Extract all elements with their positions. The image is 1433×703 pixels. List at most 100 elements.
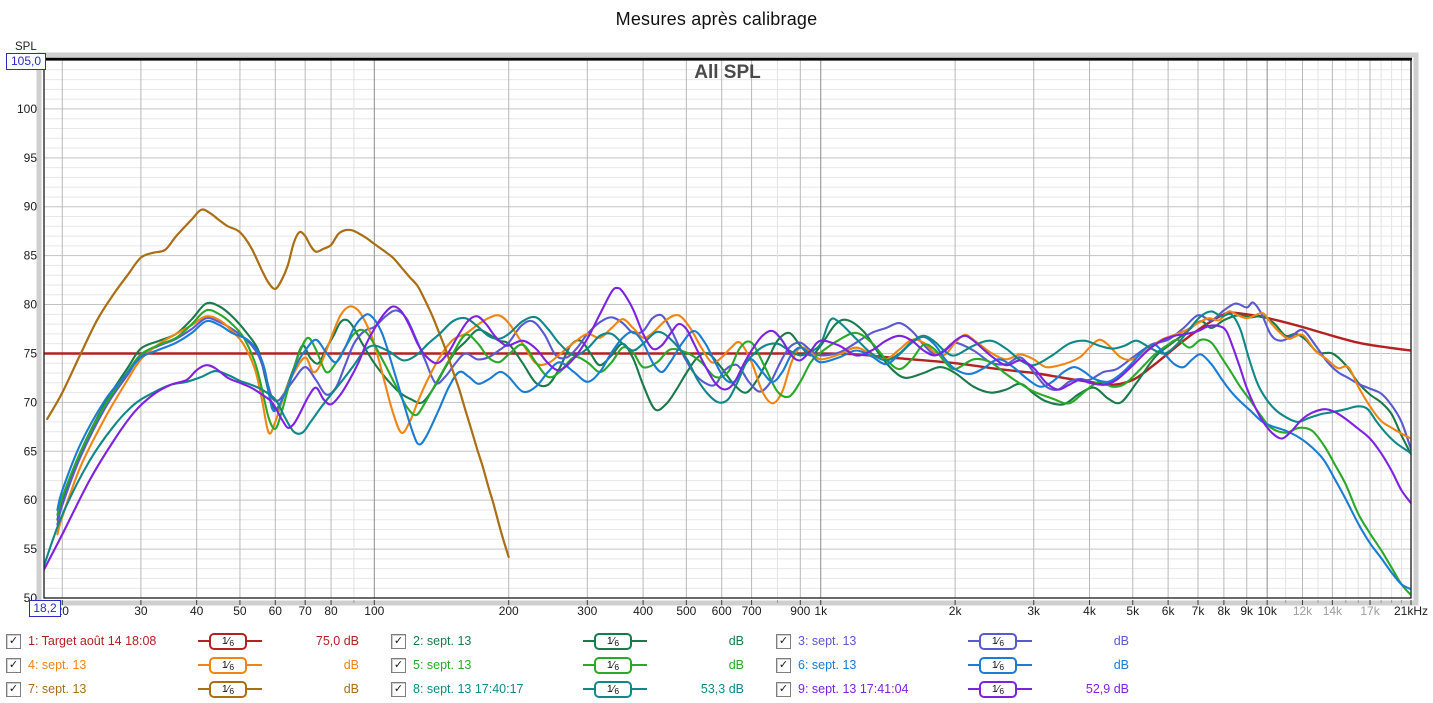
smoothing-denominator: 6 bbox=[614, 662, 620, 672]
legend-label: 1: Target août 14 18:08 bbox=[28, 634, 157, 648]
curve-6 bbox=[56, 313, 1411, 591]
measurement-checkbox-1[interactable]: ✓ bbox=[6, 633, 21, 649]
y-tick-label: 90 bbox=[24, 200, 38, 214]
smoothing-value: 1⁄ 6 bbox=[979, 680, 1017, 698]
smoothing-denominator: 6 bbox=[999, 638, 1005, 648]
smoothing-numerator: 1⁄ bbox=[606, 659, 615, 671]
badge-line bbox=[198, 664, 209, 666]
x-tick-label: 60 bbox=[269, 604, 283, 618]
legend-label: 8: sept. 13 17:40:17 bbox=[413, 682, 524, 696]
x-tick-label: 200 bbox=[499, 604, 519, 618]
legend-label: 3: sept. 13 bbox=[798, 634, 857, 648]
smoothing-badge[interactable]: 1⁄ 6 bbox=[185, 680, 275, 698]
y-tick-label: 55 bbox=[24, 542, 38, 556]
smoothing-badge[interactable]: 1⁄ 6 bbox=[570, 680, 660, 698]
x-tick-label: 3k bbox=[1027, 604, 1041, 618]
badge-line bbox=[1017, 688, 1032, 690]
smoothing-denominator: 6 bbox=[614, 686, 620, 696]
legend-label: 2: sept. 13 bbox=[413, 634, 472, 648]
level-value: dB bbox=[343, 658, 359, 672]
smoothing-value: 1⁄ 6 bbox=[209, 680, 247, 698]
smoothing-badge[interactable]: 1⁄ 6 bbox=[185, 632, 275, 650]
badge-line bbox=[968, 664, 979, 666]
badge-line bbox=[247, 640, 262, 642]
x-tick-label: 7k bbox=[1192, 604, 1206, 618]
measurement-checkbox-5[interactable]: ✓ bbox=[391, 657, 406, 673]
x-tick-label: 4k bbox=[1083, 604, 1097, 618]
x-tick-label: 8k bbox=[1218, 604, 1232, 618]
badge-line bbox=[583, 640, 594, 642]
legend-label: 5: sept. 13 bbox=[413, 658, 472, 672]
level-value: 52,9 dB bbox=[1085, 682, 1129, 696]
badge-line bbox=[632, 664, 647, 666]
measurement-checkbox-2[interactable]: ✓ bbox=[391, 633, 406, 649]
smoothing-badge[interactable]: 1⁄ 6 bbox=[955, 632, 1045, 650]
measurement-checkbox-7[interactable]: ✓ bbox=[6, 681, 21, 697]
badge-line bbox=[198, 640, 209, 642]
legend-label: 6: sept. 13 bbox=[798, 658, 857, 672]
x-tick-label: 21kHz bbox=[1394, 604, 1428, 618]
curve-8 bbox=[44, 310, 1411, 567]
spl-graph[interactable]: 20 30 40 50 60 70 80 100 200 300 400 500 600 700 900 1k… bbox=[0, 0, 1433, 627]
x-tick-label: 1k bbox=[814, 604, 828, 618]
legend-item-3: ✓ 3: sept. 13 1⁄ 6 dB bbox=[776, 629, 1129, 653]
smoothing-badge[interactable]: 1⁄ 6 bbox=[955, 680, 1045, 698]
measurement-checkbox-6[interactable]: ✓ bbox=[776, 657, 791, 673]
measurement-checkbox-9[interactable]: ✓ bbox=[776, 681, 791, 697]
smoothing-numerator: 1⁄ bbox=[221, 635, 230, 647]
measurement-checkbox-4[interactable]: ✓ bbox=[6, 657, 21, 673]
legend-item-2: ✓ 2: sept. 13 1⁄ 6 dB bbox=[391, 629, 744, 653]
legend-item-6: ✓ 6: sept. 13 1⁄ 6 dB bbox=[776, 653, 1129, 677]
badge-line bbox=[1017, 664, 1032, 666]
y-axis-name: SPL bbox=[15, 41, 37, 53]
y-tick-label: 100 bbox=[17, 102, 37, 116]
legend: ✓ 1: Target août 14 18:08 1⁄ 6 75,0 dB ✓ 2: se… bbox=[6, 629, 1161, 701]
smoothing-numerator: 1⁄ bbox=[991, 635, 1000, 647]
smoothing-value: 1⁄ 6 bbox=[209, 632, 247, 650]
smoothing-value: 1⁄ 6 bbox=[979, 632, 1017, 650]
x-tick-label: 70 bbox=[298, 604, 312, 618]
badge-line bbox=[247, 664, 262, 666]
smoothing-badge[interactable]: 1⁄ 6 bbox=[185, 656, 275, 674]
smoothing-numerator: 1⁄ bbox=[606, 683, 615, 695]
measurement-checkbox-8[interactable]: ✓ bbox=[391, 681, 406, 697]
smoothing-denominator: 6 bbox=[229, 662, 235, 672]
smoothing-badge[interactable]: 1⁄ 6 bbox=[570, 632, 660, 650]
smoothing-numerator: 1⁄ bbox=[221, 659, 230, 671]
smoothing-numerator: 1⁄ bbox=[991, 683, 1000, 695]
smoothing-numerator: 1⁄ bbox=[221, 683, 230, 695]
page-title: Mesures après calibrage bbox=[615, 9, 818, 29]
badge-line bbox=[247, 688, 262, 690]
plot-background bbox=[44, 60, 1411, 598]
x-tick-label: 17k bbox=[1360, 604, 1380, 618]
curve-4 bbox=[56, 305, 1411, 536]
x-tick-label: 600 bbox=[712, 604, 732, 618]
x-tick-label: 9k bbox=[1240, 604, 1254, 618]
legend-item-5: ✓ 5: sept. 13 1⁄ 6 dB bbox=[391, 653, 744, 677]
x-tick-label: 2k bbox=[949, 604, 963, 618]
legend-item-7: ✓ 7: sept. 13 1⁄ 6 dB bbox=[6, 677, 359, 701]
level-value: dB bbox=[1113, 658, 1129, 672]
measurement-checkbox-3[interactable]: ✓ bbox=[776, 633, 791, 649]
badge-line bbox=[583, 688, 594, 690]
badge-line bbox=[632, 688, 647, 690]
badge-line bbox=[632, 640, 647, 642]
legend-item-4: ✓ 4: sept. 13 1⁄ 6 dB bbox=[6, 653, 359, 677]
badge-line bbox=[968, 640, 979, 642]
x-tick-label: 5k bbox=[1126, 604, 1140, 618]
x-tick-label: 400 bbox=[633, 604, 653, 618]
level-value: dB bbox=[343, 682, 359, 696]
plot-bevel bbox=[36, 52, 1419, 606]
smoothing-badge[interactable]: 1⁄ 6 bbox=[570, 656, 660, 674]
smoothing-badge[interactable]: 1⁄ 6 bbox=[955, 656, 1045, 674]
badge-line bbox=[1017, 640, 1032, 642]
curve-3 bbox=[56, 301, 1411, 526]
smoothing-denominator: 6 bbox=[229, 686, 235, 696]
curve-9 bbox=[44, 286, 1411, 571]
x-tick-label: 50 bbox=[233, 604, 247, 618]
x-tick-label: 100 bbox=[364, 604, 384, 618]
x-tick-label: 500 bbox=[676, 604, 696, 618]
y-tick-label: 70 bbox=[24, 395, 38, 409]
x-tick-label: 6k bbox=[1162, 604, 1176, 618]
badge-line bbox=[583, 664, 594, 666]
